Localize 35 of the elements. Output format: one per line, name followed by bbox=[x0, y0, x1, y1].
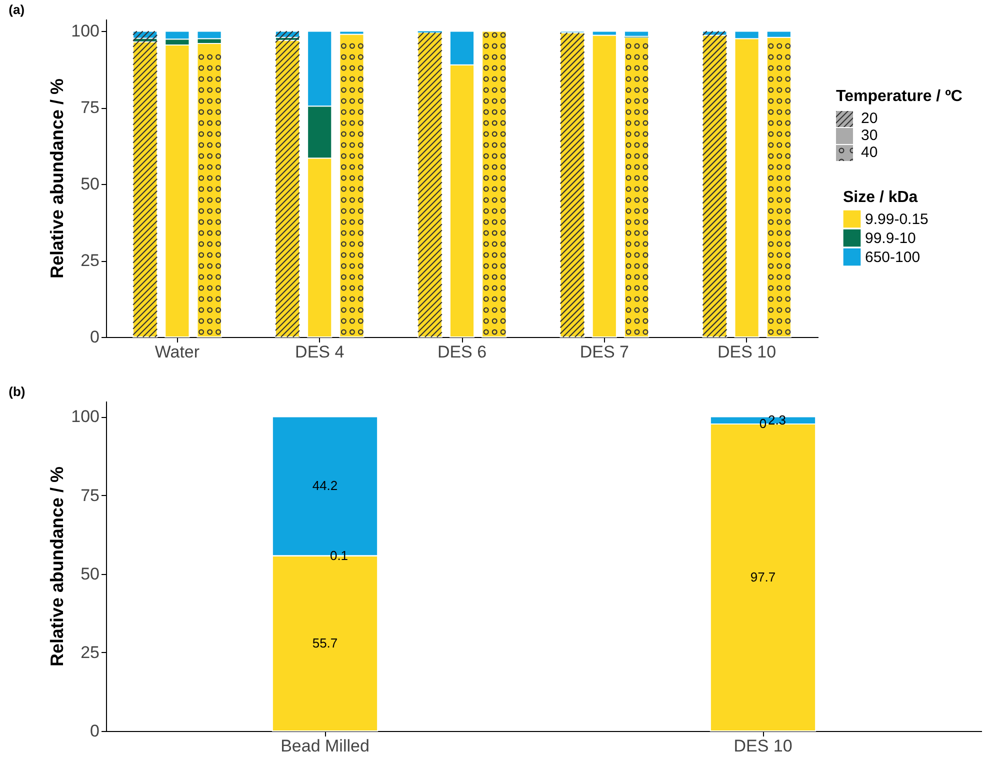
legend-label: 9.99-0.15 bbox=[865, 211, 928, 228]
chart-title: (b) bbox=[8, 384, 26, 399]
x-tick-label: Bead Milled bbox=[280, 736, 370, 756]
data-label: 2.3 bbox=[768, 412, 786, 428]
y-axis-title: Relative abundance / % bbox=[47, 466, 68, 667]
data-label: 55.7 bbox=[312, 635, 338, 650]
legend-label: 99.9-10 bbox=[865, 230, 916, 247]
legend-label: 650-100 bbox=[865, 249, 920, 266]
x-tick-label: DES 6 bbox=[437, 342, 487, 362]
x-tick-label: DES 4 bbox=[295, 342, 344, 362]
chart-title: (a) bbox=[8, 2, 25, 17]
y-tick-label: 75 bbox=[80, 98, 100, 118]
y-axis-title: Relative abundance / % bbox=[47, 78, 68, 279]
y-tick-label: 25 bbox=[80, 251, 100, 270]
x-tick-label: DES 10 bbox=[718, 342, 776, 362]
text: 20 bbox=[861, 110, 878, 127]
data-label: 44.2 bbox=[312, 478, 338, 494]
text: Temperature / ºC bbox=[836, 88, 962, 106]
x-tick-label: Water bbox=[154, 342, 200, 362]
y-tick-label: 100 bbox=[71, 407, 100, 426]
data-label: 0 bbox=[759, 416, 767, 431]
text: 30 bbox=[861, 127, 878, 144]
y-tick-label: 50 bbox=[80, 174, 100, 194]
data-label: 0.1 bbox=[330, 548, 348, 563]
x-tick-label: DES 10 bbox=[734, 736, 792, 756]
y-tick-label: 75 bbox=[80, 486, 100, 505]
y-tick-label: 50 bbox=[80, 564, 100, 584]
y-tick-label: 0 bbox=[90, 722, 100, 740]
data-label: 97.7 bbox=[750, 569, 776, 584]
text: 40 bbox=[861, 144, 878, 161]
y-tick-label: 25 bbox=[80, 642, 100, 662]
legend-title: Size / kDa bbox=[843, 189, 918, 206]
y-tick-label: 100 bbox=[71, 22, 100, 41]
x-tick-label: DES 7 bbox=[580, 342, 629, 362]
y-tick-label: 0 bbox=[90, 328, 100, 346]
